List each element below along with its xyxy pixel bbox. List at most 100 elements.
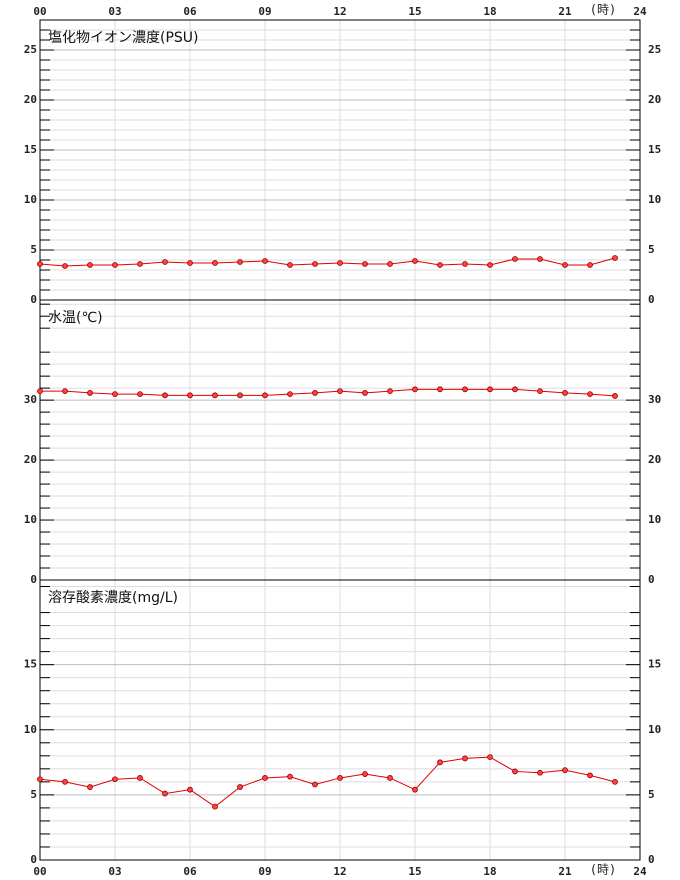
data-line [39, 756, 616, 808]
data-point [262, 392, 268, 399]
x-tick-label: 21 [558, 865, 572, 878]
y-tick-label: 30 [24, 393, 37, 406]
y-tick-label: 10 [648, 513, 661, 526]
data-point [337, 775, 343, 781]
x-unit-label: (時) [590, 863, 616, 877]
data-point [462, 261, 468, 267]
y-tick-label: 20 [24, 93, 37, 106]
y-tick-label: 0 [30, 573, 37, 586]
y-tick-label: 15 [648, 658, 661, 671]
data-point [512, 386, 518, 393]
y-tick-label: 5 [648, 243, 655, 256]
x-tick-label: 09 [258, 5, 271, 18]
data-point [287, 391, 293, 398]
data-point [487, 262, 493, 268]
data-point [112, 776, 118, 783]
data-point [162, 790, 168, 797]
data-point [112, 391, 118, 398]
y-tick-label: 20 [24, 453, 37, 466]
x-tick-label: 15 [408, 5, 421, 18]
data-point [87, 262, 93, 268]
y-tick-label: 0 [648, 853, 655, 866]
data-point [137, 261, 143, 267]
data-point [537, 769, 543, 776]
x-tick-label: 06 [183, 865, 197, 878]
data-point [562, 390, 568, 396]
data-point [612, 393, 618, 399]
data-point [412, 258, 418, 264]
y-tick-label: 10 [24, 513, 37, 526]
y-tick-label: 30 [648, 393, 661, 406]
data-point [287, 262, 293, 268]
data-point [37, 261, 43, 267]
data-point [162, 259, 168, 265]
data-point [587, 772, 593, 779]
data-point [512, 768, 518, 775]
data-point [237, 392, 243, 399]
x-tick-label: 12 [333, 5, 346, 18]
y-tick-label: 5 [30, 243, 37, 256]
data-point [287, 773, 293, 780]
data-point [362, 390, 368, 396]
x-tick-label: 12 [333, 865, 346, 878]
y-tick-label: 0 [30, 293, 37, 306]
plot-frame [39, 579, 641, 861]
data-point [212, 392, 218, 399]
data-point [237, 784, 243, 790]
data-point [87, 784, 93, 790]
x-unit-label: (時) [590, 3, 616, 17]
x-tick-label: 00 [33, 5, 46, 18]
x-tick-label: 18 [483, 5, 496, 18]
y-tick-label: 10 [24, 193, 37, 206]
x-tick-label: 09 [258, 865, 271, 878]
data-point [212, 260, 218, 266]
x-tick-label: 15 [408, 865, 421, 878]
x-tick-label: 03 [108, 865, 121, 878]
y-tick-label: 0 [30, 853, 37, 866]
data-point [62, 263, 68, 269]
x-tick-label: 00 [33, 865, 46, 878]
data-point [562, 767, 568, 774]
data-point [462, 755, 468, 762]
data-point [387, 388, 393, 395]
data-point [112, 262, 118, 268]
data-point [412, 386, 418, 393]
data-point [262, 258, 268, 264]
y-tick-label: 15 [24, 143, 37, 156]
panel-title: 水温(℃) [48, 310, 103, 326]
data-point [187, 260, 193, 266]
data-point [237, 259, 243, 265]
x-tick-label: 06 [183, 5, 197, 18]
data-point [187, 786, 193, 793]
data-point [437, 386, 443, 393]
panel-title: 溶存酸素濃度(mg/L) [48, 590, 178, 606]
data-point [312, 781, 318, 788]
panel-title: 塩化物イオン濃度(PSU) [48, 30, 199, 46]
data-line [40, 388, 616, 397]
y-tick-label: 25 [648, 43, 661, 56]
data-point [412, 786, 418, 793]
y-tick-label: 10 [648, 193, 661, 206]
y-tick-label: 10 [24, 723, 37, 736]
data-point [62, 778, 68, 785]
data-point [462, 386, 468, 393]
data-point [537, 388, 543, 395]
data-point [137, 391, 143, 398]
data-point [312, 261, 318, 267]
x-tick-label: 21 [558, 5, 572, 18]
y-tick-label: 5 [648, 788, 655, 801]
y-tick-label: 20 [648, 453, 661, 466]
data-point [37, 388, 43, 395]
x-tick-label: 24 [633, 5, 647, 18]
data-point [537, 256, 543, 262]
x-tick-label: 03 [108, 5, 121, 18]
data-point [587, 262, 593, 268]
data-point [187, 392, 193, 399]
y-tick-label: 20 [648, 93, 661, 106]
data-point [437, 262, 443, 268]
data-point [337, 388, 343, 395]
x-tick-label: 18 [483, 865, 496, 878]
data-point [387, 261, 393, 267]
data-point [362, 771, 368, 777]
data-point [312, 390, 318, 396]
